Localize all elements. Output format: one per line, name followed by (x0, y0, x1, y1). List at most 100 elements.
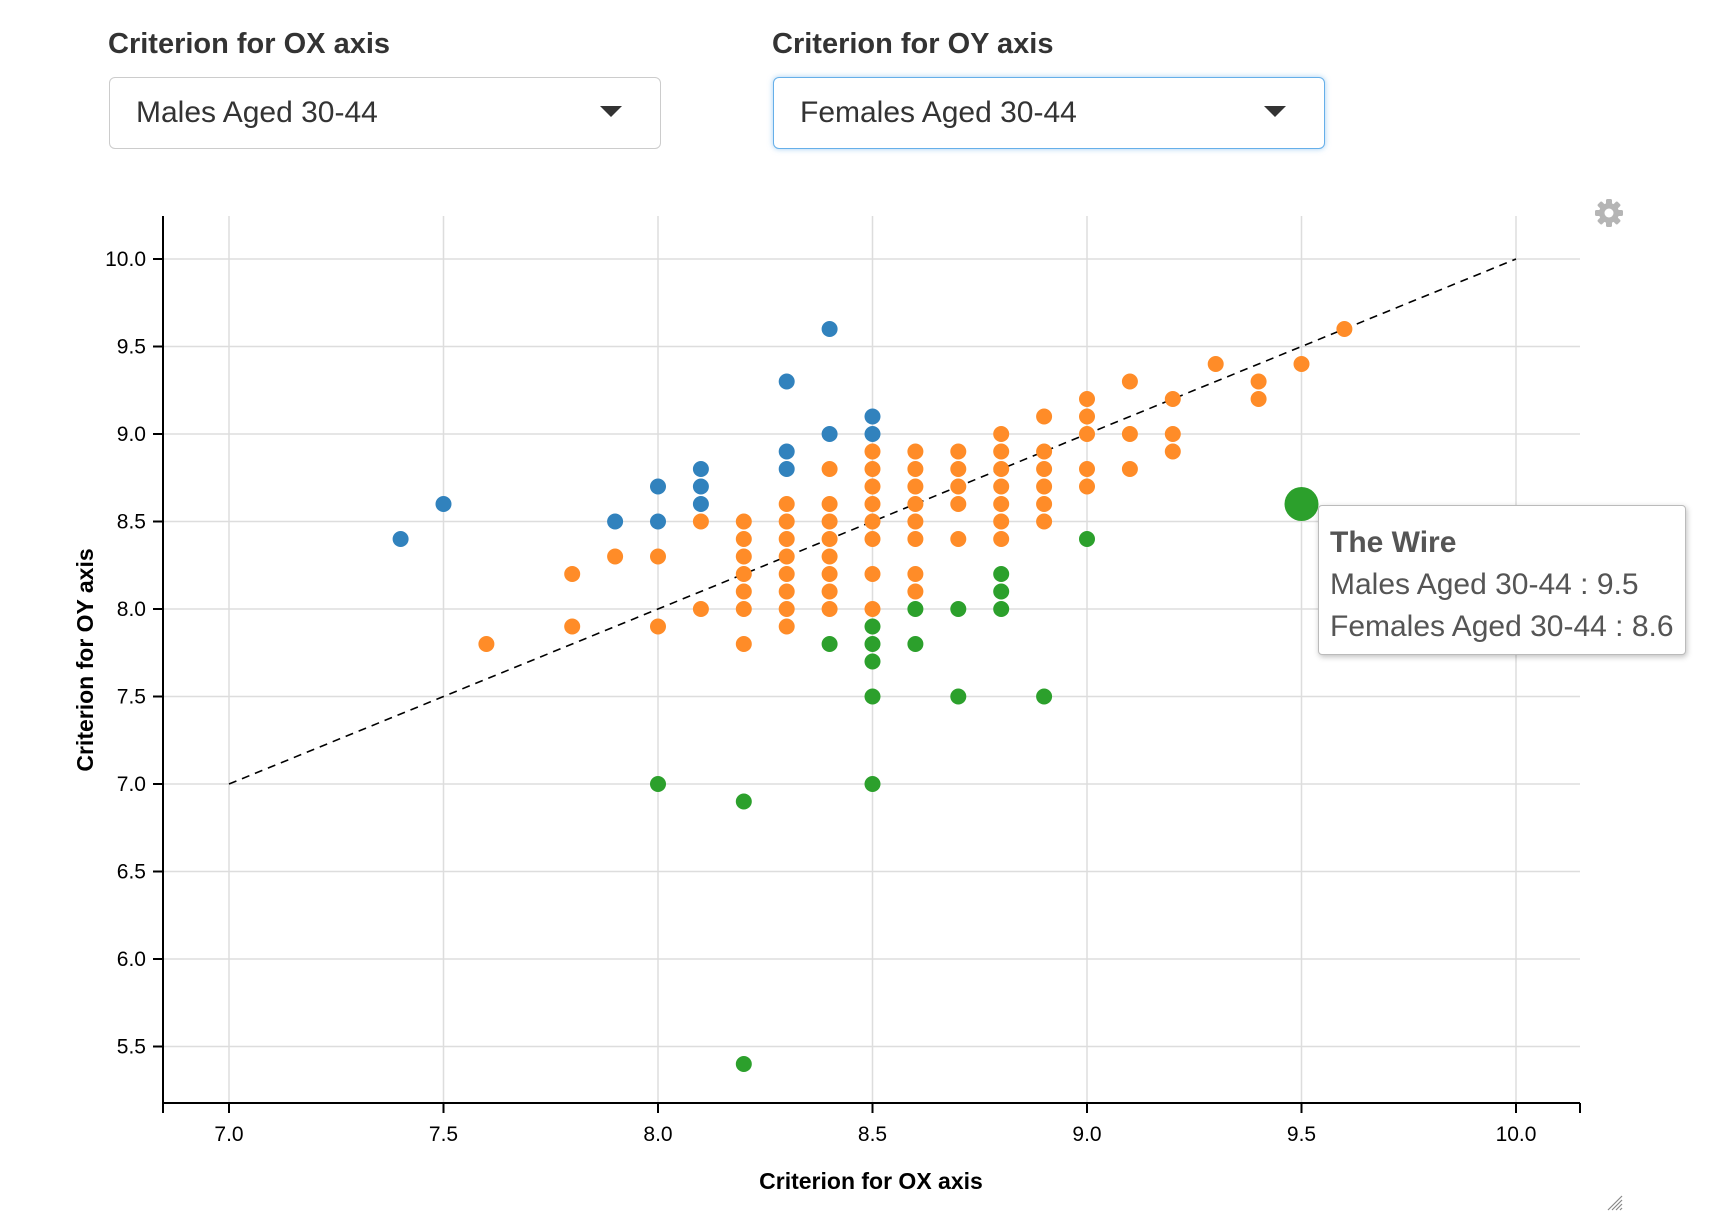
data-point-near[interactable] (778, 601, 795, 617)
data-point-near[interactable] (1164, 426, 1181, 442)
data-point-near[interactable] (907, 478, 924, 495)
data-point-near[interactable] (864, 513, 881, 530)
data-point-near[interactable] (993, 496, 1010, 512)
data-point-near[interactable] (821, 548, 838, 565)
data-point-near[interactable] (821, 531, 838, 547)
data-point-near[interactable] (1121, 426, 1138, 442)
data-point-near[interactable] (778, 496, 795, 512)
data-point-near[interactable] (735, 636, 752, 652)
data-point-near[interactable] (950, 443, 967, 460)
data-point-below[interactable] (821, 636, 838, 652)
data-point-near[interactable] (1164, 391, 1181, 407)
data-point-near[interactable] (821, 566, 838, 582)
data-point-near[interactable] (735, 566, 752, 582)
data-point-near[interactable] (993, 478, 1010, 495)
data-point-near[interactable] (1079, 461, 1095, 477)
data-point-below[interactable] (993, 566, 1010, 582)
data-point-near[interactable] (993, 461, 1010, 477)
data-point-near[interactable] (1207, 356, 1224, 372)
data-point-near[interactable] (1250, 391, 1267, 407)
data-point-near[interactable] (864, 601, 881, 617)
data-point-near[interactable] (1293, 356, 1310, 372)
data-point-near[interactable] (907, 496, 924, 512)
ox-criterion-select[interactable]: Males Aged 30-44 (109, 77, 661, 149)
data-point-near[interactable] (993, 513, 1010, 530)
data-point-near[interactable] (993, 443, 1010, 460)
data-point-above[interactable] (778, 461, 795, 477)
data-point-above[interactable] (778, 443, 795, 460)
data-point-near[interactable] (864, 478, 881, 495)
data-point-near[interactable] (821, 583, 838, 600)
resize-handle-icon[interactable] (1606, 1194, 1624, 1212)
data-point-above[interactable] (821, 321, 838, 337)
data-point-near[interactable] (1079, 408, 1095, 425)
data-point-near[interactable] (1121, 461, 1138, 477)
data-point-near[interactable] (778, 513, 795, 530)
data-point-below[interactable] (1079, 531, 1095, 547)
data-point-near[interactable] (1036, 496, 1053, 512)
data-point-near[interactable] (1079, 478, 1095, 495)
data-point-near[interactable] (1036, 478, 1053, 495)
data-point-near[interactable] (735, 583, 752, 600)
data-point-below[interactable] (735, 1056, 752, 1072)
data-point-above[interactable] (778, 373, 795, 390)
data-point-below[interactable] (735, 793, 752, 810)
data-point-above[interactable] (692, 496, 709, 512)
data-point-near[interactable] (821, 461, 838, 477)
data-point-below[interactable] (864, 618, 881, 635)
data-point-near[interactable] (907, 566, 924, 582)
data-point-near[interactable] (993, 426, 1010, 442)
data-point-near[interactable] (864, 531, 881, 547)
data-point-above[interactable] (650, 513, 666, 530)
data-point-above[interactable] (650, 478, 666, 495)
data-point-near[interactable] (692, 513, 709, 530)
data-point-near[interactable] (993, 531, 1010, 547)
data-point-above[interactable] (821, 426, 838, 442)
data-point-above[interactable] (692, 478, 709, 495)
data-point-near[interactable] (864, 496, 881, 512)
data-point-near[interactable] (692, 601, 709, 617)
oy-criterion-select[interactable]: Females Aged 30-44 (773, 77, 1325, 149)
data-point-near[interactable] (821, 496, 838, 512)
data-point-near[interactable] (778, 531, 795, 547)
data-point-below[interactable] (993, 583, 1010, 600)
data-point-near[interactable] (907, 461, 924, 477)
data-point-near[interactable] (950, 531, 967, 547)
data-point-below[interactable] (950, 688, 967, 705)
data-point-above[interactable] (692, 461, 709, 477)
data-point-near[interactable] (1121, 373, 1138, 390)
data-point-near[interactable] (735, 513, 752, 530)
data-point-below[interactable] (650, 776, 666, 792)
data-point-near[interactable] (1164, 443, 1181, 460)
data-point-below[interactable] (864, 688, 881, 705)
data-point-near[interactable] (778, 566, 795, 582)
data-point-near[interactable] (907, 531, 924, 547)
data-point-near[interactable] (950, 478, 967, 495)
data-point-near[interactable] (607, 548, 624, 565)
data-point-near[interactable] (907, 443, 924, 460)
data-point-near[interactable] (821, 601, 838, 617)
data-point-near[interactable] (735, 531, 752, 547)
data-point-below[interactable] (950, 601, 967, 617)
data-point-near[interactable] (650, 618, 666, 635)
data-point-near[interactable] (864, 461, 881, 477)
data-point-near[interactable] (778, 583, 795, 600)
data-point-near[interactable] (778, 618, 795, 635)
data-point-above[interactable] (607, 513, 624, 530)
data-point-above[interactable] (864, 426, 881, 442)
data-point-above[interactable] (435, 496, 452, 512)
data-point-above[interactable] (392, 531, 409, 547)
data-point-near[interactable] (907, 513, 924, 530)
data-point-below[interactable] (907, 601, 924, 617)
data-point-near[interactable] (1036, 513, 1053, 530)
data-point-near[interactable] (864, 566, 881, 582)
data-point-near[interactable] (1336, 321, 1353, 337)
data-point-near[interactable] (950, 496, 967, 512)
gear-icon[interactable] (1594, 198, 1624, 228)
data-point-above[interactable] (864, 408, 881, 425)
data-point-near[interactable] (735, 548, 752, 565)
data-point-near[interactable] (1250, 373, 1267, 390)
data-point-near[interactable] (864, 443, 881, 460)
data-point-near[interactable] (478, 636, 495, 652)
data-point-near[interactable] (1036, 461, 1053, 477)
